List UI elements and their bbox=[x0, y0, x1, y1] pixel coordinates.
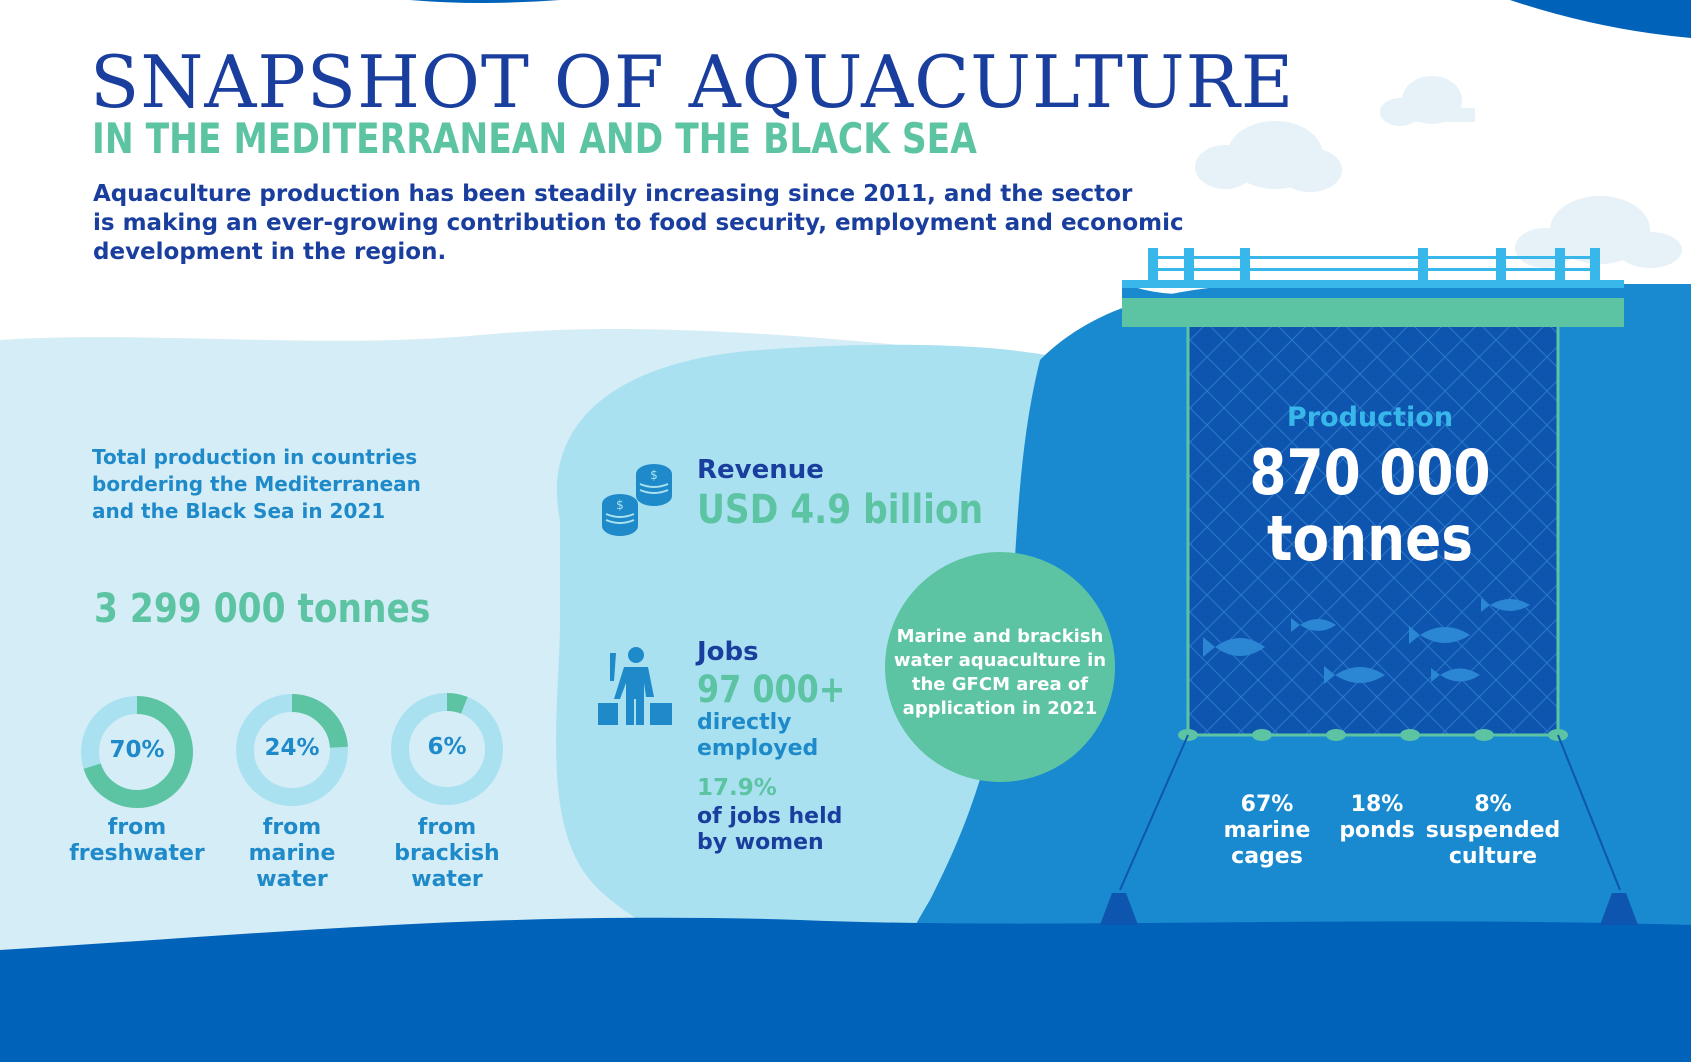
stat-percent: 18% bbox=[1350, 792, 1404, 817]
donut-caption-line: marine bbox=[248, 841, 336, 866]
total-label-line: and the Black Sea in 2021 bbox=[92, 499, 386, 523]
donut-segment bbox=[81, 696, 193, 808]
total-production-value: 3 299 000 tonnes bbox=[94, 586, 431, 632]
total-label-line: Total production in countries bbox=[92, 445, 418, 469]
donut-caption: from brackish water bbox=[367, 815, 527, 893]
donut-caption-line: from bbox=[417, 815, 477, 840]
donut-caption: from marine water bbox=[212, 815, 372, 893]
donut-segment bbox=[391, 693, 503, 805]
fish-group bbox=[1203, 598, 1530, 684]
stat-caption: culture bbox=[1448, 844, 1538, 869]
intro-line: is making an ever-growing contribution t… bbox=[93, 210, 1184, 236]
donut-caption-line: from bbox=[107, 815, 167, 840]
coins-icon: $ $ bbox=[602, 464, 672, 536]
intro-line: development in the region. bbox=[93, 239, 447, 265]
stat-caption: cages bbox=[1231, 844, 1303, 869]
marine-note-circle bbox=[885, 552, 1115, 782]
donut-percent: 6% bbox=[427, 734, 467, 760]
jobs-value: 97 000+ bbox=[697, 668, 846, 711]
svg-text:$: $ bbox=[650, 468, 658, 482]
fish-farmer-icon bbox=[598, 647, 672, 725]
production-value: 870 000 tonnes bbox=[1190, 440, 1550, 572]
donut-percent: 70% bbox=[109, 737, 165, 763]
stat-percent: 8% bbox=[1474, 792, 1512, 817]
production-value-line: tonnes bbox=[1267, 502, 1473, 575]
donut-segment bbox=[236, 694, 348, 806]
donut-caption: from freshwater bbox=[57, 815, 217, 867]
women-caption-line: of jobs held bbox=[697, 804, 843, 829]
donut-chart bbox=[391, 693, 503, 805]
marine-note-line: the GFCM area of bbox=[911, 674, 1089, 695]
jobs-label: Jobs bbox=[697, 637, 759, 667]
donut-caption-line: water bbox=[256, 867, 328, 892]
svg-text:$: $ bbox=[616, 498, 624, 512]
marine-note-line: Marine and brackish bbox=[896, 626, 1104, 647]
page-title: SNAPSHOT OF AQUACULTURE bbox=[90, 40, 1295, 124]
jobs-caption: directly employed bbox=[697, 710, 818, 762]
women-jobs-percent: 17.9% bbox=[697, 775, 777, 801]
stat-caption: ponds bbox=[1339, 818, 1415, 843]
donut-percent: 24% bbox=[264, 735, 320, 761]
intro-line: Aquaculture production has been steadily… bbox=[93, 181, 1133, 207]
marine-note-line: application in 2021 bbox=[902, 698, 1098, 719]
total-production-label: Total production in countries bordering … bbox=[92, 444, 432, 525]
stat-marine-cages: 67% marine cages bbox=[1197, 792, 1337, 870]
donut-chart bbox=[81, 696, 193, 808]
donut-caption-line: freshwater bbox=[69, 841, 205, 866]
marine-note-text: Marine and brackish water aquaculture in… bbox=[890, 625, 1110, 721]
stat-suspended-culture: 8% suspended culture bbox=[1423, 792, 1563, 870]
production-value-line: 870 000 bbox=[1249, 436, 1491, 509]
donut-caption-line: brackish bbox=[394, 841, 500, 866]
jobs-caption-line: employed bbox=[697, 736, 819, 761]
stat-caption: suspended bbox=[1425, 818, 1561, 843]
page-subtitle: IN THE MEDITERRANEAN AND THE BLACK SEA bbox=[92, 114, 977, 163]
donut-caption-line: from bbox=[262, 815, 322, 840]
women-jobs-caption: of jobs held by women bbox=[697, 804, 842, 856]
jobs-caption-line: directly bbox=[697, 710, 792, 735]
donut-chart bbox=[236, 694, 348, 806]
production-label: Production bbox=[1286, 402, 1454, 433]
marine-note-line: water aquaculture in bbox=[893, 650, 1107, 671]
stat-percent: 67% bbox=[1240, 792, 1294, 817]
stat-caption: marine bbox=[1223, 818, 1311, 843]
total-label-line: bordering the Mediterranean bbox=[92, 472, 421, 496]
stat-ponds: 18% ponds bbox=[1307, 792, 1447, 844]
revenue-label: Revenue bbox=[697, 455, 824, 485]
donut-caption-line: water bbox=[411, 867, 483, 892]
intro-text: Aquaculture production has been steadily… bbox=[93, 180, 1193, 267]
women-caption-line: by women bbox=[697, 830, 824, 855]
revenue-value: USD 4.9 billion bbox=[697, 487, 984, 533]
